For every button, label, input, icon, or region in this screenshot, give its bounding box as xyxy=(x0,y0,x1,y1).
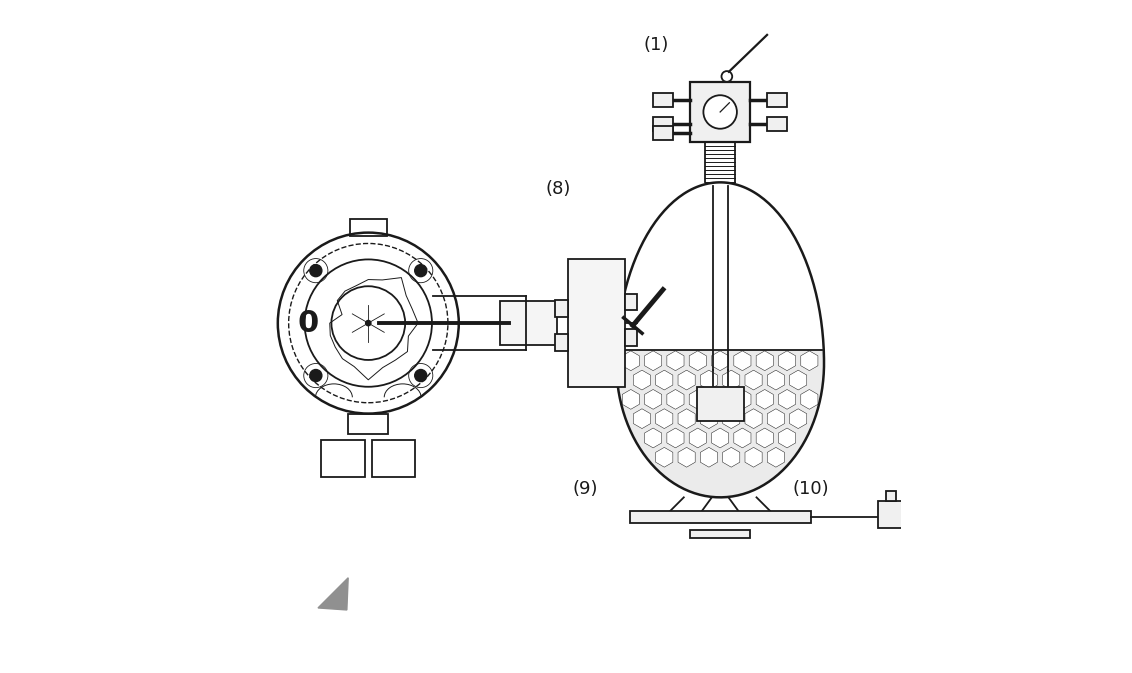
Text: (1): (1) xyxy=(644,36,669,54)
Text: (8): (8) xyxy=(546,180,571,198)
Polygon shape xyxy=(644,390,662,409)
Bar xyxy=(653,126,674,141)
Circle shape xyxy=(365,320,371,326)
Polygon shape xyxy=(756,351,773,371)
Polygon shape xyxy=(734,351,751,371)
Polygon shape xyxy=(701,370,718,390)
Polygon shape xyxy=(767,409,784,429)
Polygon shape xyxy=(745,370,762,390)
Bar xyxy=(696,387,744,421)
Bar xyxy=(568,259,625,387)
Polygon shape xyxy=(745,448,762,467)
Text: 0: 0 xyxy=(298,309,318,338)
Polygon shape xyxy=(689,351,706,371)
Bar xyxy=(349,414,388,433)
Polygon shape xyxy=(616,350,824,497)
Polygon shape xyxy=(655,448,672,467)
Bar xyxy=(629,511,811,523)
Polygon shape xyxy=(644,428,662,448)
Bar xyxy=(767,93,787,107)
Bar xyxy=(555,334,568,351)
Bar xyxy=(691,82,751,142)
Polygon shape xyxy=(634,370,651,390)
Polygon shape xyxy=(655,370,672,390)
Polygon shape xyxy=(756,390,773,409)
Polygon shape xyxy=(701,448,718,467)
Bar xyxy=(321,440,365,477)
Polygon shape xyxy=(678,448,695,467)
Polygon shape xyxy=(644,351,662,371)
Polygon shape xyxy=(767,370,784,390)
Polygon shape xyxy=(779,351,796,371)
Polygon shape xyxy=(701,409,718,429)
Bar xyxy=(885,491,897,501)
Bar xyxy=(625,293,637,310)
Polygon shape xyxy=(712,390,729,409)
Polygon shape xyxy=(722,370,740,390)
Text: (10): (10) xyxy=(792,481,829,498)
Polygon shape xyxy=(667,390,684,409)
Polygon shape xyxy=(634,409,651,429)
Polygon shape xyxy=(689,428,706,448)
Polygon shape xyxy=(678,370,695,390)
Polygon shape xyxy=(712,428,729,448)
Polygon shape xyxy=(722,409,740,429)
Polygon shape xyxy=(655,409,672,429)
Circle shape xyxy=(414,264,427,277)
Bar xyxy=(877,501,904,528)
Polygon shape xyxy=(667,428,684,448)
Circle shape xyxy=(414,369,427,382)
Bar xyxy=(625,329,637,346)
Circle shape xyxy=(721,71,732,82)
Polygon shape xyxy=(667,351,684,371)
Polygon shape xyxy=(779,428,796,448)
Polygon shape xyxy=(623,390,640,409)
Bar xyxy=(350,219,387,236)
Bar xyxy=(555,300,568,317)
Polygon shape xyxy=(779,390,796,409)
Circle shape xyxy=(703,95,737,129)
Bar xyxy=(691,530,751,538)
Polygon shape xyxy=(790,409,807,429)
Bar xyxy=(371,440,415,477)
Polygon shape xyxy=(734,428,751,448)
Polygon shape xyxy=(790,370,807,390)
Polygon shape xyxy=(734,390,751,409)
Bar xyxy=(653,116,674,131)
Polygon shape xyxy=(712,351,729,371)
Polygon shape xyxy=(722,448,740,467)
Polygon shape xyxy=(800,351,818,371)
Polygon shape xyxy=(767,448,784,467)
Polygon shape xyxy=(318,578,349,610)
Polygon shape xyxy=(745,409,762,429)
Circle shape xyxy=(310,264,321,277)
Text: (9): (9) xyxy=(572,481,598,498)
Polygon shape xyxy=(623,351,640,371)
Polygon shape xyxy=(689,390,706,409)
Circle shape xyxy=(310,369,321,382)
Bar xyxy=(653,93,674,107)
Bar xyxy=(767,116,787,131)
Bar xyxy=(500,302,557,345)
Polygon shape xyxy=(800,390,818,409)
Polygon shape xyxy=(678,409,695,429)
Polygon shape xyxy=(756,428,773,448)
